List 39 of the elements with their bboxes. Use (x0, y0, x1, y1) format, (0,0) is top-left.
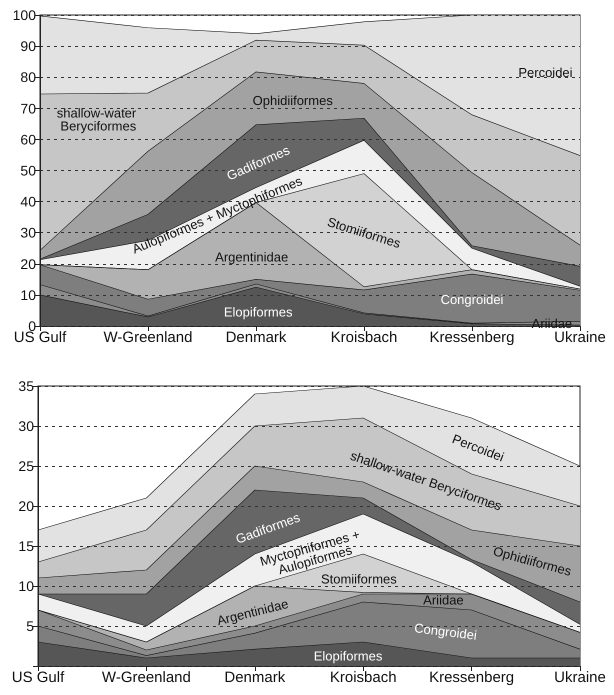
y-tick-label: 40 (20, 194, 36, 210)
y-tick-label: 90 (20, 38, 36, 54)
y-tick-label: 25 (18, 458, 34, 474)
y-tick-label: 30 (18, 418, 34, 434)
series-label: Congroidei (413, 620, 478, 643)
x-tick-label: W-Greenland (104, 329, 192, 346)
y-tick-label: 60 (20, 131, 36, 148)
y-tick-label: 15 (18, 538, 34, 554)
x-tick-label: Ukraine (554, 669, 606, 686)
x-tick-label: Denmark (226, 329, 287, 346)
x-tick-label: W-Greenland (102, 669, 191, 686)
series-label: Elopiformes (224, 304, 293, 320)
x-tick-label: Kressenberg (429, 329, 515, 346)
series-label: Ariidae (423, 592, 464, 608)
y-tick-label: 10 (20, 286, 36, 303)
series-label: Ophidiiformes (252, 92, 334, 108)
series-label: Percoidei (518, 64, 573, 80)
x-tick-label: US Gulf (12, 669, 66, 686)
y-tick-label: 20 (20, 256, 36, 272)
y-tick-label: 10 (18, 578, 34, 594)
x-tick-label: Kroisbach (330, 329, 398, 346)
y-tick-label: 70 (20, 100, 36, 116)
x-tick-label: Kroisbach (330, 669, 397, 686)
y-tick-label: 50 (20, 162, 36, 178)
y-tick-label: 30 (20, 224, 36, 241)
y-tick-label: 35 (18, 378, 34, 394)
x-tick-label: Kressenberg (429, 669, 514, 686)
series-label: Stomiiformes (320, 572, 398, 587)
series-label: Congroidei (440, 292, 504, 308)
series-label: Ariidae (532, 316, 572, 331)
y-tick-label: 100 (12, 7, 36, 23)
y-tick-label: 5 (26, 618, 34, 634)
series-label: Elopiformes (314, 648, 383, 664)
y-tick-label: 20 (18, 498, 34, 514)
x-tick-label: Denmark (224, 669, 286, 686)
series-label: shallow-water Beryciformes (56, 106, 140, 134)
x-tick-label: Ukraine (554, 329, 606, 346)
series-label: Argentinidae (215, 249, 288, 264)
y-tick-label: 80 (20, 69, 36, 86)
